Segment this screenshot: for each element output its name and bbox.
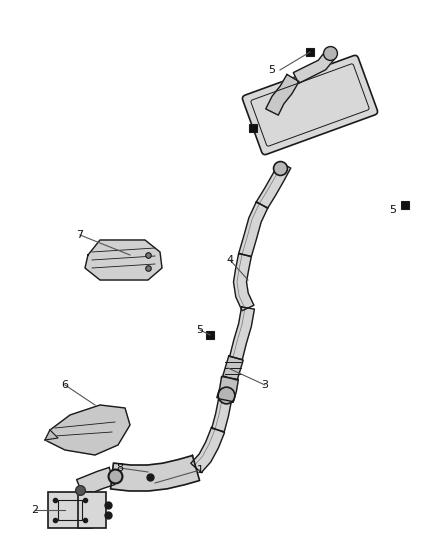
Polygon shape	[223, 356, 243, 380]
Text: 5: 5	[389, 205, 396, 215]
Text: 2: 2	[32, 505, 39, 515]
Polygon shape	[217, 377, 238, 402]
FancyBboxPatch shape	[78, 492, 106, 528]
Polygon shape	[191, 427, 225, 473]
Text: 5: 5	[197, 325, 204, 335]
Text: 8: 8	[117, 463, 124, 473]
FancyBboxPatch shape	[243, 55, 378, 155]
Polygon shape	[233, 254, 254, 311]
Polygon shape	[45, 430, 58, 440]
Text: 5: 5	[268, 65, 276, 75]
Polygon shape	[110, 456, 200, 491]
Polygon shape	[266, 75, 299, 115]
Polygon shape	[85, 240, 162, 280]
Polygon shape	[77, 467, 115, 496]
Text: 3: 3	[261, 380, 268, 390]
Polygon shape	[230, 307, 254, 360]
Polygon shape	[239, 202, 268, 257]
FancyBboxPatch shape	[48, 492, 92, 528]
Polygon shape	[257, 162, 291, 208]
Text: 1: 1	[197, 465, 204, 475]
Text: 7: 7	[77, 230, 84, 240]
Polygon shape	[212, 399, 231, 432]
Polygon shape	[45, 405, 130, 455]
Polygon shape	[293, 51, 335, 83]
Text: 4: 4	[226, 255, 233, 265]
Text: 6: 6	[61, 380, 68, 390]
